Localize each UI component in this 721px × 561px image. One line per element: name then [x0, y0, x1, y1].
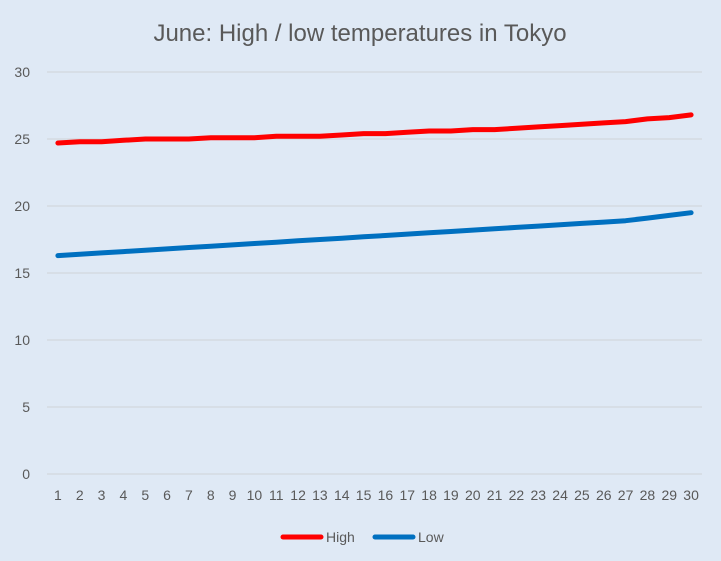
y-tick-label: 10: [14, 332, 30, 348]
y-tick-label: 30: [14, 64, 30, 80]
x-tick-label: 18: [421, 487, 437, 503]
x-tick-label: 12: [290, 487, 306, 503]
series-line-high: [55, 112, 694, 146]
y-tick-label: 25: [14, 131, 30, 147]
x-tick-label: 28: [640, 487, 656, 503]
x-tick-label: 24: [552, 487, 568, 503]
x-tick-label: 17: [399, 487, 415, 503]
y-tick-label: 5: [22, 399, 30, 415]
y-tick-label: 0: [22, 466, 30, 482]
x-tick-label: 30: [683, 487, 699, 503]
x-tick-label: 23: [530, 487, 546, 503]
x-tick-label: 14: [334, 487, 350, 503]
x-tick-label: 1: [54, 487, 62, 503]
x-tick-label: 20: [465, 487, 481, 503]
x-tick-label: 19: [443, 487, 459, 503]
x-tick-label: 6: [163, 487, 171, 503]
x-tick-label: 10: [247, 487, 263, 503]
x-tick-label: 21: [487, 487, 503, 503]
x-tick-label: 27: [618, 487, 634, 503]
x-tick-label: 7: [185, 487, 193, 503]
x-tick-label: 4: [120, 487, 128, 503]
chart-title: June: High / low temperatures in Tokyo: [153, 20, 566, 47]
x-tick-label: 9: [229, 487, 237, 503]
legend-label-low: Low: [418, 529, 445, 545]
x-tick-label: 25: [574, 487, 590, 503]
x-tick-label: 13: [312, 487, 328, 503]
x-tick-label: 16: [378, 487, 394, 503]
x-tick-label: 5: [141, 487, 149, 503]
x-tick-label: 8: [207, 487, 215, 503]
x-tick-label: 26: [596, 487, 612, 503]
x-tick-label: 3: [98, 487, 106, 503]
y-tick-label: 20: [14, 198, 30, 214]
x-tick-label: 29: [661, 487, 677, 503]
y-tick-label: 15: [14, 265, 30, 281]
series-line-low: [55, 210, 694, 259]
x-tick-label: 15: [356, 487, 372, 503]
legend-label-high: High: [326, 529, 355, 545]
x-tick-label: 11: [269, 487, 284, 503]
x-tick-label: 22: [509, 487, 525, 503]
x-tick-label: 2: [76, 487, 84, 503]
